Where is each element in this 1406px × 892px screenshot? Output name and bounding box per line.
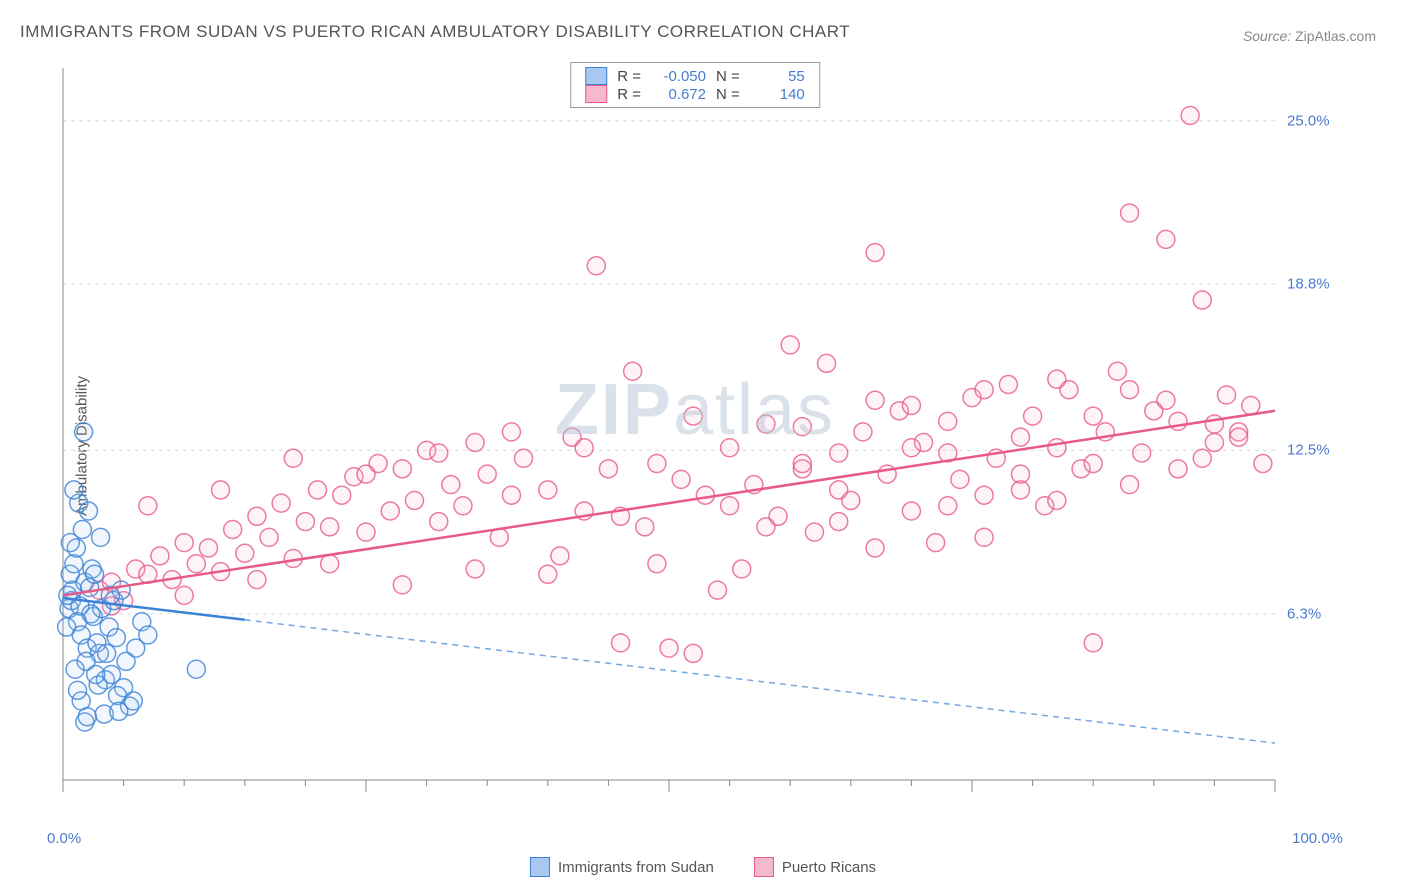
- correlation-legend: R = -0.050 N = 55 R = 0.672 N = 140: [570, 62, 820, 108]
- source-label: Source:: [1243, 28, 1291, 44]
- y-tick-label: 25.0%: [1287, 112, 1330, 129]
- n-value-pr: 140: [750, 86, 805, 103]
- legend-swatch-pr: [585, 85, 607, 103]
- x-axis-min-label: 0.0%: [47, 830, 81, 847]
- legend-item-pr: Puerto Ricans: [754, 857, 876, 877]
- n-value-sudan: 55: [750, 68, 805, 85]
- r-value-sudan: -0.050: [651, 68, 706, 85]
- legend-item-sudan: Immigrants from Sudan: [530, 857, 714, 877]
- legend-row-pr: R = 0.672 N = 140: [585, 85, 805, 103]
- source-attribution: Source: ZipAtlas.com: [1243, 28, 1376, 44]
- y-tick-label: 18.8%: [1287, 276, 1330, 293]
- source-value: ZipAtlas.com: [1295, 28, 1376, 44]
- y-tick-label: 6.3%: [1287, 605, 1321, 622]
- series-legend: Immigrants from Sudan Puerto Ricans: [530, 857, 876, 877]
- n-label: N =: [716, 68, 740, 85]
- y-tick-label: 12.5%: [1287, 442, 1330, 459]
- r-label: R =: [617, 86, 641, 103]
- legend-label-pr: Puerto Ricans: [782, 859, 876, 876]
- legend-swatch-pr: [754, 857, 774, 877]
- chart-title: IMMIGRANTS FROM SUDAN VS PUERTO RICAN AM…: [20, 22, 850, 42]
- legend-label-sudan: Immigrants from Sudan: [558, 859, 714, 876]
- x-axis-max-label: 100.0%: [1292, 830, 1343, 847]
- legend-row-sudan: R = -0.050 N = 55: [585, 67, 805, 85]
- legend-swatch-sudan: [530, 857, 550, 877]
- n-label: N =: [716, 86, 740, 103]
- scatter-chart: [55, 60, 1335, 820]
- legend-swatch-sudan: [585, 67, 607, 85]
- plot-area: ZIPatlas R = -0.050 N = 55 R = 0.672 N =…: [55, 60, 1335, 820]
- r-value-pr: 0.672: [651, 86, 706, 103]
- r-label: R =: [617, 68, 641, 85]
